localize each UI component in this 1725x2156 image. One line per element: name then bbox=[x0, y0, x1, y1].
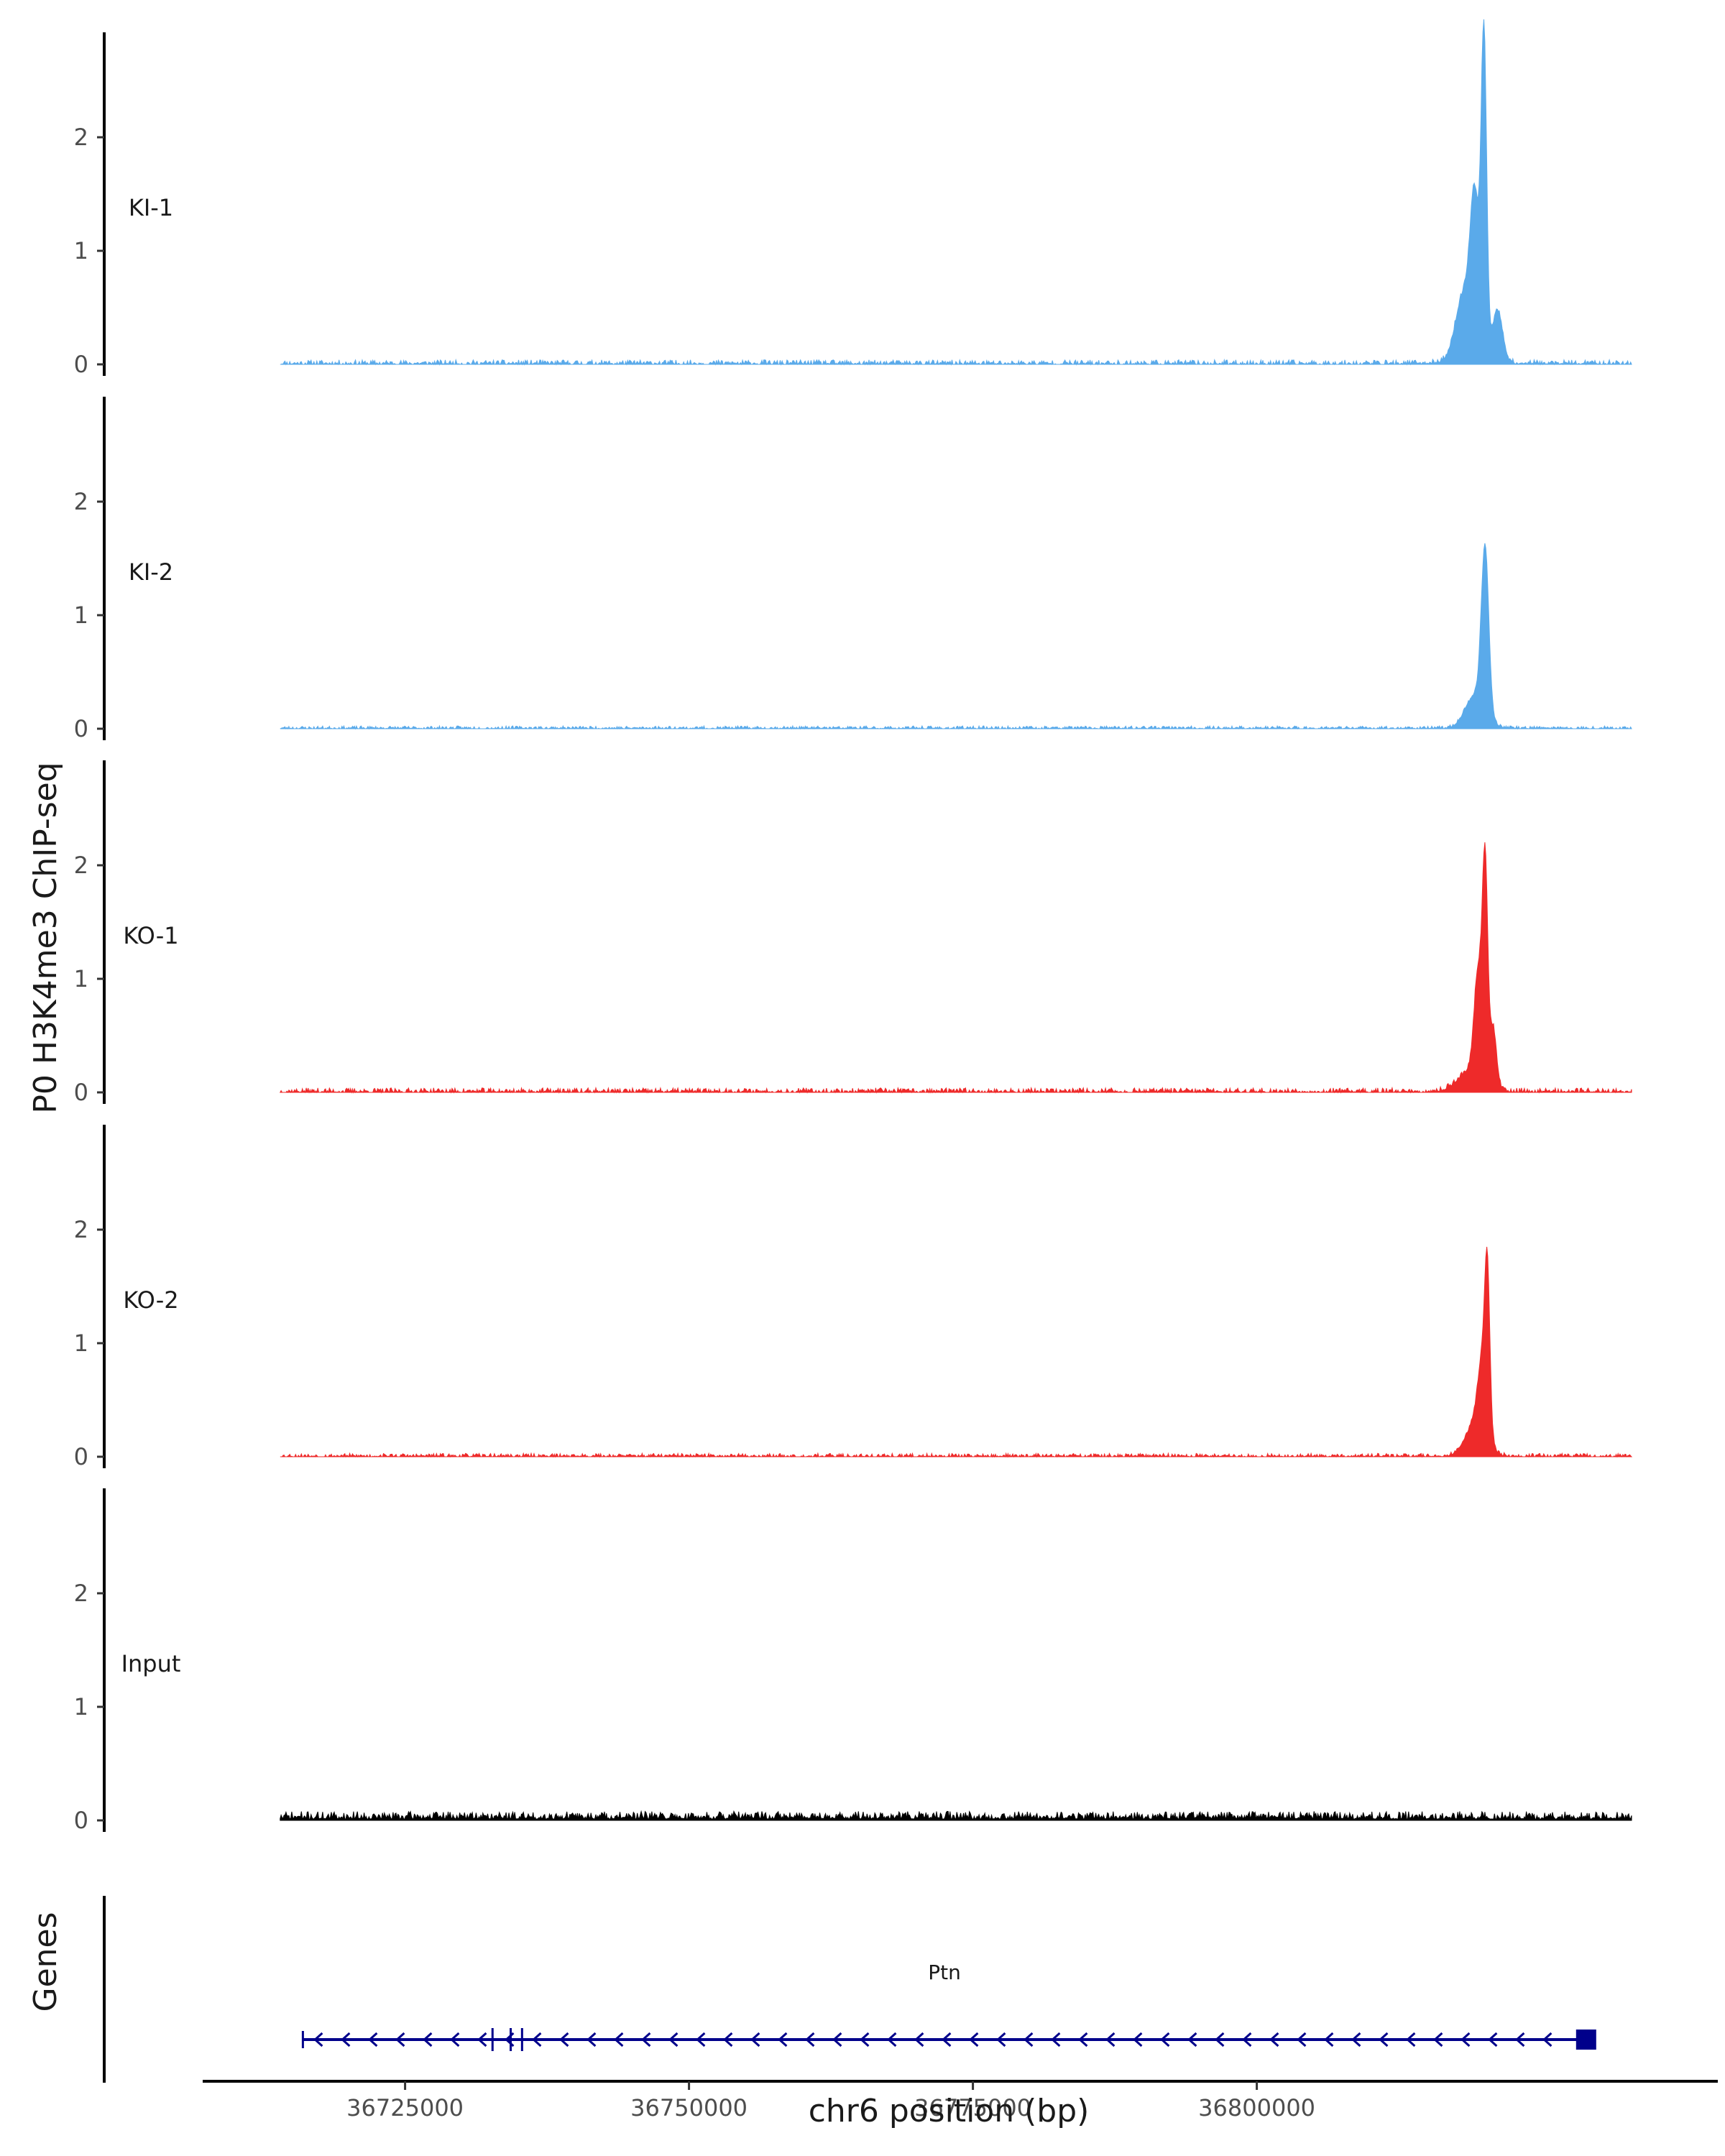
track-label: KO-1 bbox=[123, 922, 178, 949]
strand-arrow-icon bbox=[614, 2032, 624, 2047]
strand-arrow-icon bbox=[1351, 2032, 1361, 2047]
strand-arrow-icon bbox=[341, 2032, 351, 2047]
y-tick-label: 0 bbox=[74, 1807, 88, 1834]
strand-arrow-icon bbox=[778, 2032, 788, 2047]
strand-arrow-icon bbox=[1105, 2032, 1116, 2047]
y-tick-label: 1 bbox=[74, 965, 88, 992]
x-axis-title: chr6 position (bp) bbox=[809, 2093, 1090, 2129]
strand-arrow-icon bbox=[1460, 2032, 1471, 2047]
x-tick-label: 36775000 bbox=[914, 2094, 1031, 2122]
track-label: KI-2 bbox=[129, 558, 173, 586]
genes-track: Ptn bbox=[103, 1896, 1596, 2083]
strand-arrow-icon bbox=[1187, 2032, 1197, 2047]
x-axis: 36725000 36750000 36775000 36800000 bbox=[203, 2080, 1718, 2122]
gene-tss-box bbox=[1576, 2030, 1596, 2050]
strand-arrow-icon bbox=[1024, 2032, 1034, 2047]
y-tick-label: 2 bbox=[74, 852, 88, 879]
track-ki-2: 0 1 2 KI-2 bbox=[74, 397, 1632, 742]
y-tick-label: 1 bbox=[74, 1330, 88, 1357]
strand-arrow-icon bbox=[805, 2032, 815, 2047]
y-tick-label: 2 bbox=[74, 1580, 88, 1607]
y-tick-label: 1 bbox=[74, 602, 88, 629]
track-ki-1: 0 1 2 KI-1 bbox=[74, 19, 1632, 378]
strand-arrow-icon bbox=[860, 2032, 870, 2047]
strand-arrow-icon bbox=[477, 2032, 487, 2047]
strand-arrow-icon bbox=[1542, 2032, 1552, 2047]
track-label: KI-1 bbox=[129, 194, 173, 221]
strand-arrow-icon bbox=[1215, 2032, 1225, 2047]
strand-arrow-icon bbox=[1160, 2032, 1170, 2047]
strand-arrow-icon bbox=[668, 2032, 678, 2047]
x-tick-label: 36725000 bbox=[346, 2094, 464, 2122]
y-axis-title: P0 H3K4me3 ChIP-seq bbox=[27, 762, 64, 1113]
strand-arrow-icon bbox=[1133, 2032, 1143, 2047]
y-tick-label: 2 bbox=[74, 488, 88, 515]
strand-arrow-icon bbox=[586, 2032, 597, 2047]
track-label: Input bbox=[121, 1650, 181, 1677]
strand-arrow-icon bbox=[942, 2032, 952, 2047]
strand-arrow-icon bbox=[887, 2032, 897, 2047]
strand-arrow-icon bbox=[750, 2032, 760, 2047]
strand-arrow-icon bbox=[641, 2032, 651, 2047]
strand-arrow-icon bbox=[1242, 2032, 1252, 2047]
y-tick-label: 1 bbox=[74, 237, 88, 264]
strand-arrow-icon bbox=[1433, 2032, 1443, 2047]
strand-arrow-icon bbox=[1379, 2032, 1389, 2047]
track-ko-1: 0 1 2 KO-1 bbox=[74, 760, 1632, 1106]
signal-area-ki-2 bbox=[280, 543, 1632, 730]
gene-name-label: Ptn bbox=[928, 1961, 961, 1984]
strand-arrow-icon bbox=[532, 2032, 542, 2047]
strand-arrow-icon bbox=[969, 2032, 979, 2047]
strand-arrow-icon bbox=[1078, 2032, 1088, 2047]
strand-arrow-icon bbox=[1406, 2032, 1416, 2047]
y-tick-label: 0 bbox=[74, 1443, 88, 1470]
signal-area-ko-2 bbox=[280, 1246, 1633, 1458]
y-tick-label: 0 bbox=[74, 715, 88, 742]
strand-arrow-icon bbox=[559, 2032, 569, 2047]
signal-area-ko-1 bbox=[279, 842, 1632, 1094]
strand-arrow-icon bbox=[395, 2032, 405, 2047]
strand-arrow-icon bbox=[832, 2032, 842, 2047]
strand-arrow-icon bbox=[423, 2032, 433, 2047]
strand-arrow-icon bbox=[1324, 2032, 1334, 2047]
x-tick-label: 36750000 bbox=[630, 2094, 748, 2122]
strand-arrow-icon bbox=[996, 2032, 1006, 2047]
strand-arrow-icon bbox=[1297, 2032, 1307, 2047]
track-input: 0 1 2 Input bbox=[74, 1488, 1632, 1834]
x-tick-label: 36800000 bbox=[1198, 2094, 1315, 2122]
genes-axis-title: Genes bbox=[27, 1912, 64, 2012]
signal-area-input bbox=[280, 1810, 1632, 1821]
y-tick-label: 1 bbox=[74, 1693, 88, 1720]
strand-arrow-icon bbox=[368, 2032, 378, 2047]
strand-arrow-icon bbox=[313, 2032, 323, 2047]
strand-arrow-icon bbox=[1515, 2032, 1525, 2047]
strand-arrow-icon bbox=[450, 2032, 460, 2047]
track-ko-2: 0 1 2 KO-2 bbox=[74, 1125, 1633, 1470]
strand-arrow-icon bbox=[1488, 2032, 1498, 2047]
y-tick-label: 0 bbox=[74, 351, 88, 378]
y-tick-label: 2 bbox=[74, 124, 88, 151]
track-label: KO-2 bbox=[123, 1286, 178, 1314]
strand-arrow-icon bbox=[914, 2032, 924, 2047]
y-tick-label: 0 bbox=[74, 1079, 88, 1106]
signal-area-ki-1 bbox=[280, 19, 1632, 366]
y-tick-label: 2 bbox=[74, 1216, 88, 1243]
strand-arrow-icon bbox=[1269, 2032, 1279, 2047]
strand-arrow-icon bbox=[723, 2032, 733, 2047]
signal-tracks: 0 1 2 KI-1 0 1 2 KI-2 0 1 2 KO-1 0 1 2 KO-2 0 1 2 Input bbox=[74, 19, 1633, 1834]
strand-arrow-icon bbox=[1051, 2032, 1061, 2047]
strand-arrow-icon bbox=[696, 2032, 706, 2047]
